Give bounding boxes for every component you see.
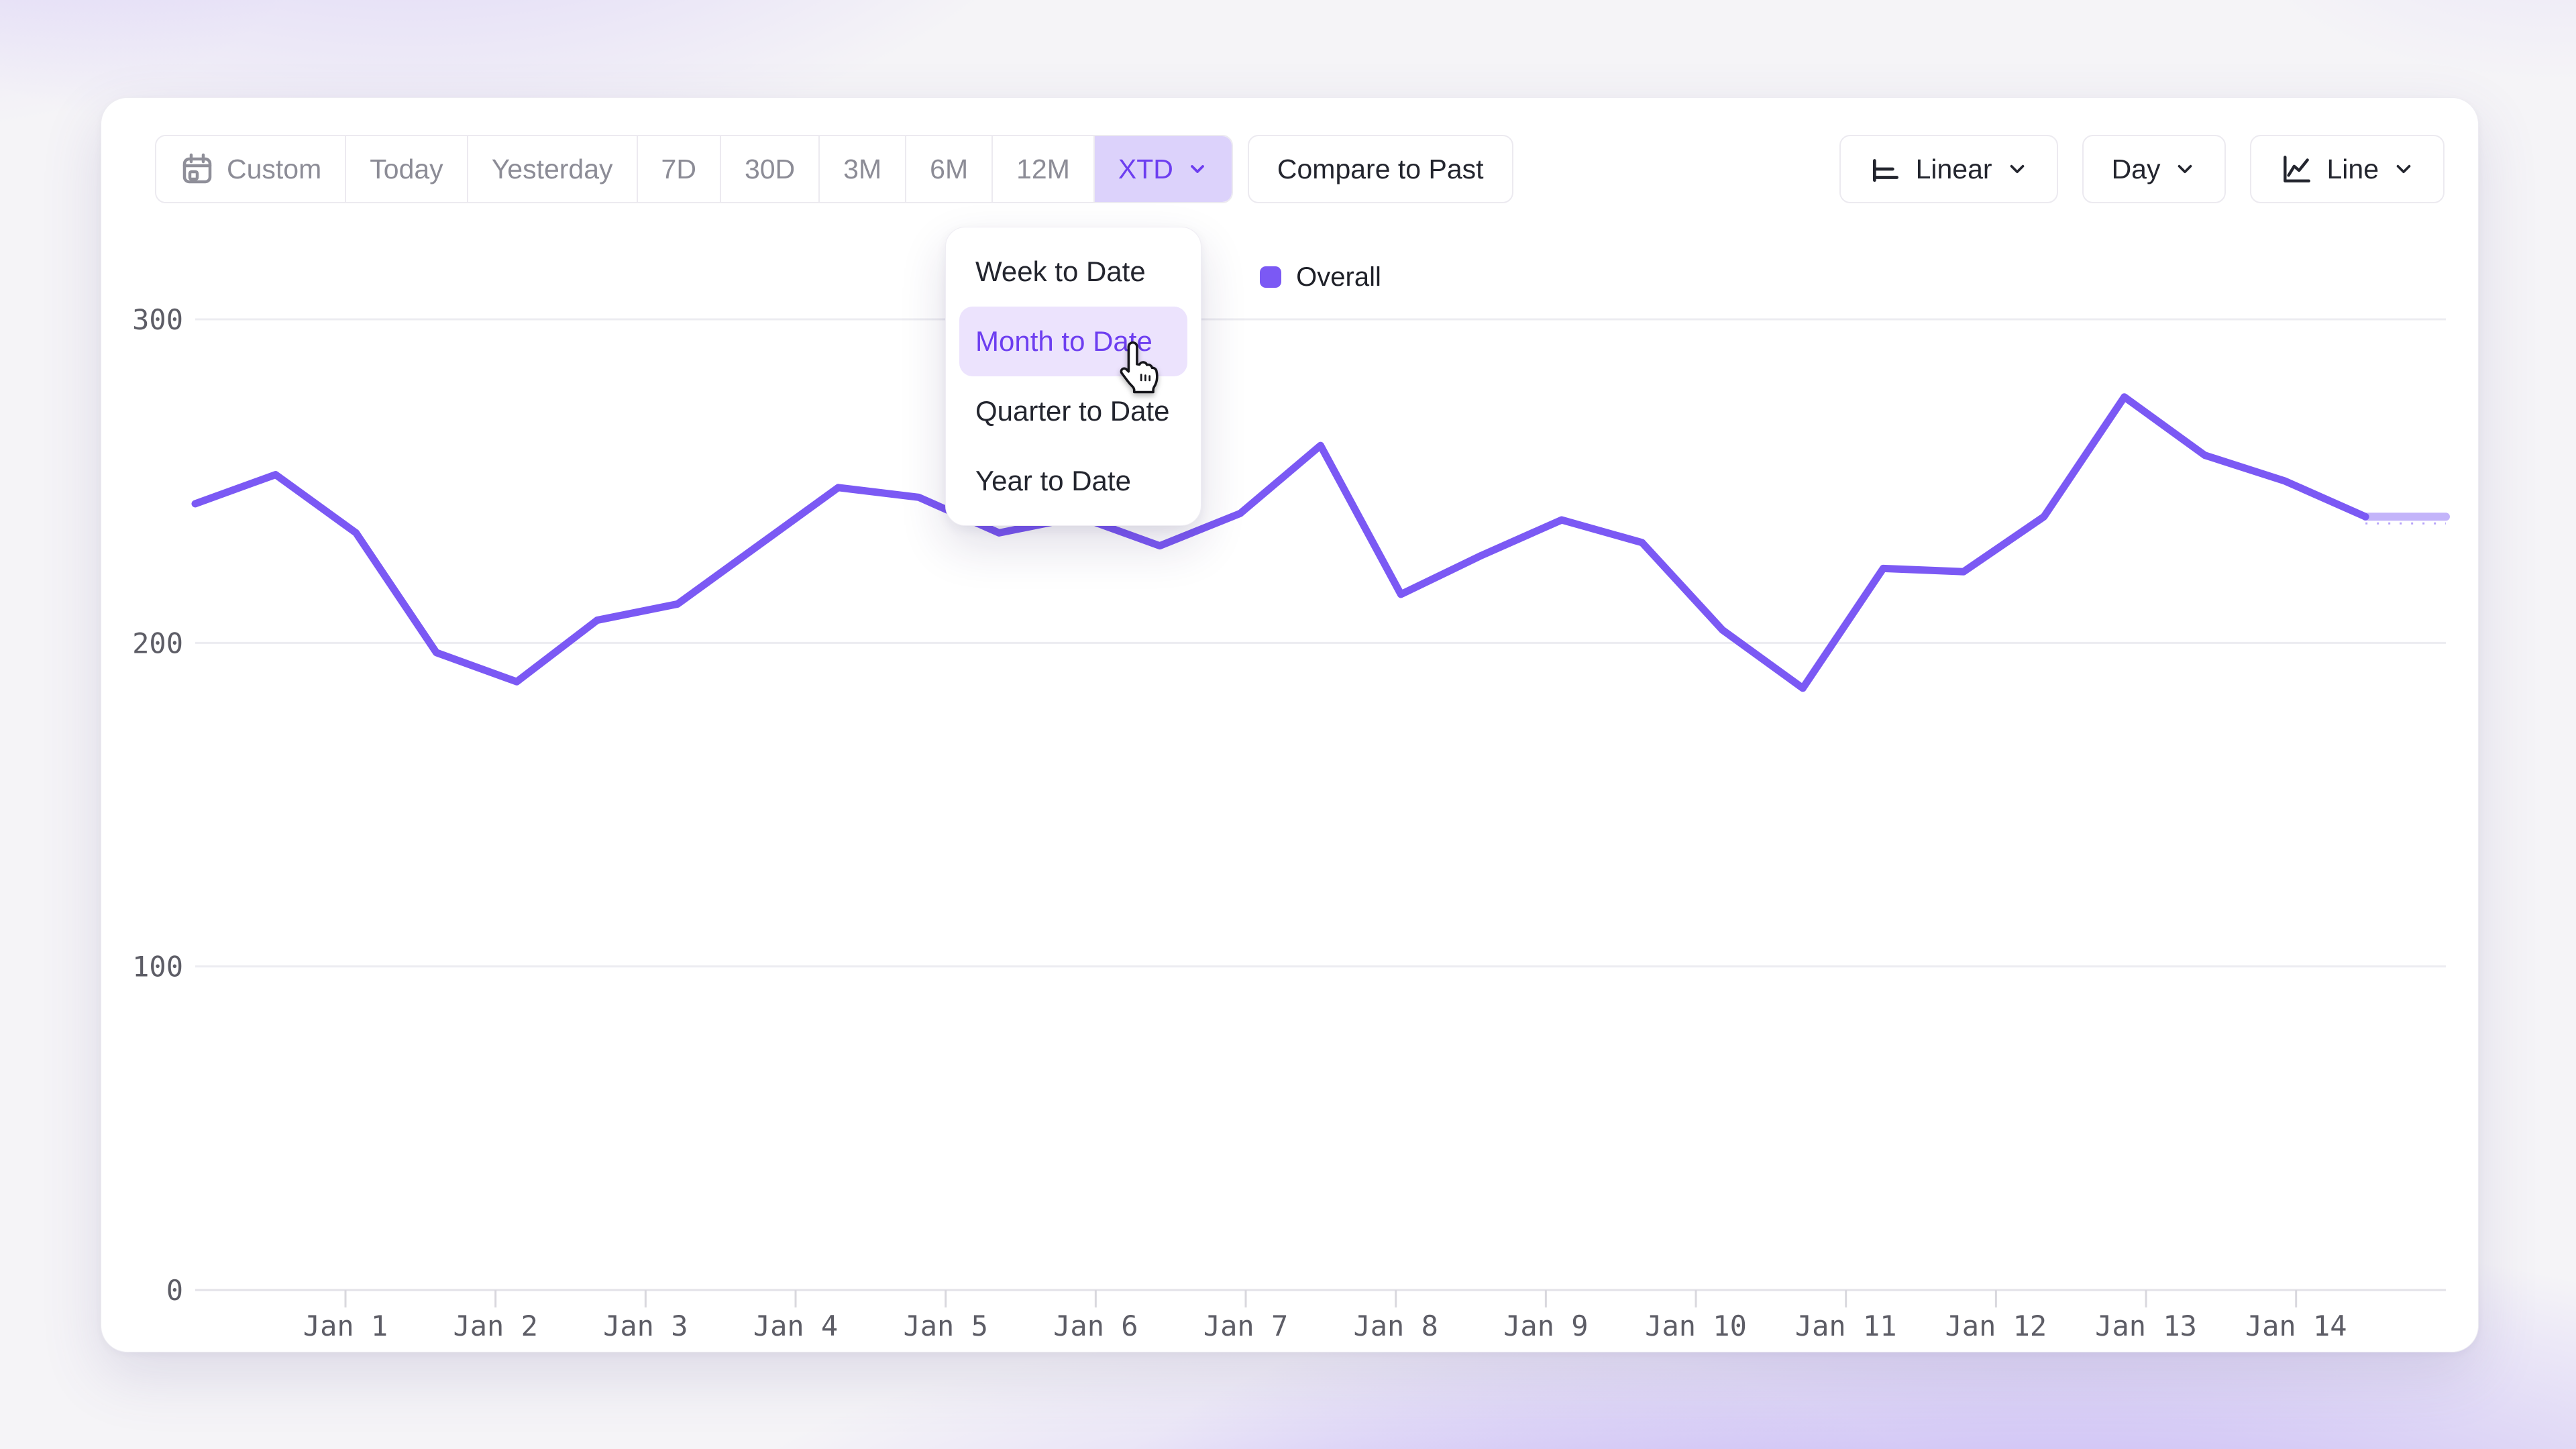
range-button-yesterday[interactable]: Yesterday: [468, 136, 638, 202]
calendar-icon: [180, 152, 215, 186]
x-axis-label-jan-10: Jan 10: [1645, 1309, 1747, 1342]
menu-item-week-to-date[interactable]: Week to Date: [959, 237, 1187, 307]
x-axis-label-jan-4: Jan 4: [753, 1309, 838, 1342]
legend-swatch-overall: [1260, 266, 1282, 288]
range-button-6m[interactable]: 6M: [906, 136, 994, 202]
menu-item-label: Year to Date: [975, 465, 1131, 496]
line-chart: 0 100 200 300 Jan 1 Jan 2 Jan 3 Jan 4 Jan 5 Jan 6…: [132, 303, 2450, 1342]
series-line-overall: [191, 393, 2369, 692]
compare-to-past-button[interactable]: Compare to Past: [1247, 135, 1513, 203]
legend-label: Overall: [1296, 262, 1381, 292]
granularity-dropdown-label: Day: [2111, 153, 2161, 184]
range-button-label: 30D: [744, 153, 796, 184]
range-button-12m[interactable]: 12M: [993, 136, 1095, 202]
y-axis-label-200: 200: [132, 627, 183, 659]
menu-item-label: Month to Date: [975, 325, 1152, 357]
chart-type-dropdown[interactable]: Line: [2250, 135, 2445, 203]
range-button-label: 6M: [930, 153, 969, 184]
range-button-xtd[interactable]: XTD: [1094, 136, 1232, 202]
menu-item-quarter-to-date[interactable]: Quarter to Date: [959, 376, 1187, 446]
chevron-down-icon: [2174, 158, 2196, 180]
range-button-label: 3M: [843, 153, 882, 184]
range-button-custom[interactable]: Custom: [156, 136, 347, 202]
range-button-today[interactable]: Today: [346, 136, 468, 202]
compare-to-past-label: Compare to Past: [1277, 153, 1484, 184]
range-button-label: 12M: [1016, 153, 1070, 184]
chevron-down-icon: [2392, 158, 2415, 180]
x-axis-label-jan-2: Jan 2: [453, 1309, 537, 1342]
x-axis-label-jan-12: Jan 12: [1945, 1309, 2047, 1342]
mouse-cursor-pointer: [1120, 341, 1159, 394]
date-range-dropdown-menu: Week to Date Month to Date Quarter to Date…: [945, 227, 1201, 526]
menu-item-label: Quarter to Date: [975, 395, 1170, 427]
x-axis-label-jan-8: Jan 8: [1353, 1309, 1438, 1342]
range-button-label: Yesterday: [491, 153, 613, 184]
chart-legend: Overall: [195, 257, 2446, 297]
range-button-label: Custom: [227, 153, 322, 184]
x-axis-label-jan-6: Jan 6: [1053, 1309, 1138, 1342]
linear-scale-icon: [1869, 152, 1902, 186]
x-axis-label-jan-14: Jan 14: [2245, 1309, 2347, 1342]
chart-controls: Linear Day: [1839, 135, 2445, 203]
y-axis-label-0: 0: [166, 1274, 183, 1307]
scale-dropdown[interactable]: Linear: [1839, 135, 2058, 203]
chart-type-dropdown-label: Line: [2326, 153, 2379, 184]
line-chart-icon: [2279, 152, 2313, 186]
scale-dropdown-label: Linear: [1915, 153, 1992, 184]
range-button-label: XTD: [1118, 153, 1173, 184]
x-axis-label-jan-9: Jan 9: [1503, 1309, 1588, 1342]
x-axis-label-jan-7: Jan 7: [1203, 1309, 1288, 1342]
x-axis-label-jan-3: Jan 3: [603, 1309, 688, 1342]
range-button-label: 7D: [661, 153, 696, 184]
y-axis-label-100: 100: [132, 951, 183, 983]
chevron-down-icon: [1187, 158, 1208, 180]
range-button-3m[interactable]: 3M: [820, 136, 907, 202]
analytics-card: Custom Today Yesterday 7D 30D 3M 6M 12M XTD Comp…: [101, 97, 2479, 1352]
x-axis-label-jan-5: Jan 5: [903, 1309, 987, 1342]
date-range-segmented-control: Custom Today Yesterday 7D 30D 3M 6M 12M XTD: [155, 135, 1233, 203]
chevron-down-icon: [2006, 158, 2029, 180]
x-axis-label-jan-1: Jan 1: [303, 1309, 388, 1342]
menu-item-year-to-date[interactable]: Year to Date: [959, 446, 1187, 516]
x-axis-label-jan-13: Jan 13: [2095, 1309, 2197, 1342]
range-button-30d[interactable]: 30D: [720, 136, 820, 202]
menu-item-label: Week to Date: [975, 256, 1146, 287]
y-axis-label-300: 300: [132, 303, 183, 336]
range-button-label: Today: [370, 153, 443, 184]
granularity-dropdown[interactable]: Day: [2082, 135, 2226, 203]
range-button-7d[interactable]: 7D: [637, 136, 721, 202]
x-axis-label-jan-11: Jan 11: [1795, 1309, 1897, 1342]
toolbar: Custom Today Yesterday 7D 30D 3M 6M 12M XTD Comp…: [155, 135, 2445, 203]
